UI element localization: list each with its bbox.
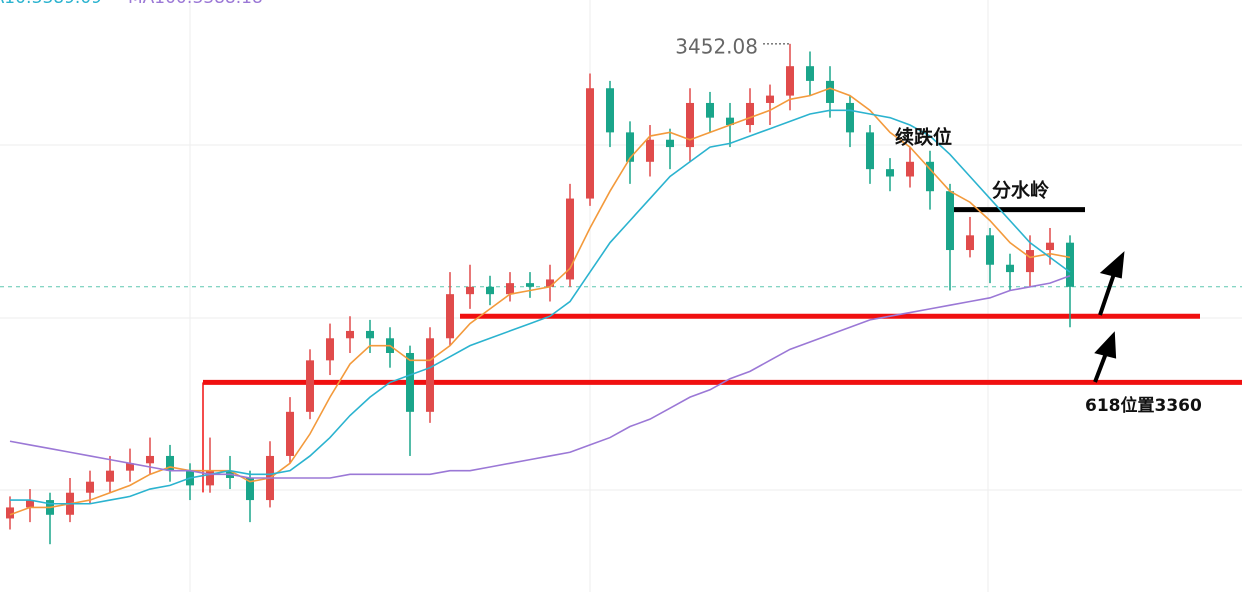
candle-body xyxy=(826,80,834,103)
candle-body xyxy=(706,102,714,118)
candle-body xyxy=(606,88,614,133)
candle-body xyxy=(246,478,254,501)
candle-body xyxy=(966,235,974,251)
candle-body xyxy=(86,481,94,493)
annotation: 618位置3360 xyxy=(1085,395,1202,416)
candle-body xyxy=(986,235,994,265)
candle-body xyxy=(346,330,354,339)
candle-body xyxy=(666,139,674,148)
candle-body xyxy=(206,470,214,486)
candle-body xyxy=(546,279,554,287)
high-label: 3452.08 xyxy=(675,34,758,58)
candle-body xyxy=(426,338,434,412)
candle-body xyxy=(486,286,494,295)
candle-body xyxy=(586,88,594,199)
candle-body xyxy=(866,132,874,170)
ma-line xyxy=(9,275,1071,479)
candle-body xyxy=(526,283,534,287)
candle-body xyxy=(366,330,374,339)
candle-body xyxy=(566,198,574,280)
ma-line xyxy=(9,87,1071,516)
annotation: 续跌位 xyxy=(895,126,952,149)
candle-body xyxy=(746,102,754,126)
candle-body xyxy=(1026,250,1034,273)
candle-body xyxy=(626,132,634,162)
candle-body xyxy=(726,117,734,126)
candle-body xyxy=(446,294,454,339)
candle-body xyxy=(466,286,474,295)
ma-label: MA100:3388.18 xyxy=(128,0,263,8)
arrow-head xyxy=(1099,251,1125,279)
candle-body xyxy=(126,463,134,471)
candle-body xyxy=(406,352,414,412)
arrow-head xyxy=(1094,331,1117,359)
annotation: 分水岭 xyxy=(992,179,1049,202)
candle-body xyxy=(106,470,114,482)
candle-body xyxy=(886,169,894,177)
candle-body xyxy=(786,66,794,96)
candle-body xyxy=(906,161,914,177)
candle-body xyxy=(166,455,174,471)
candle-body xyxy=(946,191,954,251)
candle-body xyxy=(1046,242,1054,251)
candle-body xyxy=(846,102,854,133)
candle-body xyxy=(26,500,34,508)
candle-body xyxy=(926,161,934,192)
candle-body xyxy=(686,102,694,148)
candle-body xyxy=(806,66,814,81)
candle-body xyxy=(506,283,514,295)
ma-line xyxy=(10,109,1071,505)
arrows xyxy=(1093,251,1125,383)
candle-body xyxy=(326,338,334,361)
candle-body xyxy=(1066,242,1074,287)
ma-label: MA10:3389.09 xyxy=(0,0,102,8)
candle-body xyxy=(306,360,314,412)
candle-body xyxy=(146,455,154,464)
candle-body xyxy=(286,411,294,456)
candle-body xyxy=(766,95,774,103)
candle-body xyxy=(1006,264,1014,273)
candle-body xyxy=(6,507,14,519)
candle-body xyxy=(646,139,654,162)
